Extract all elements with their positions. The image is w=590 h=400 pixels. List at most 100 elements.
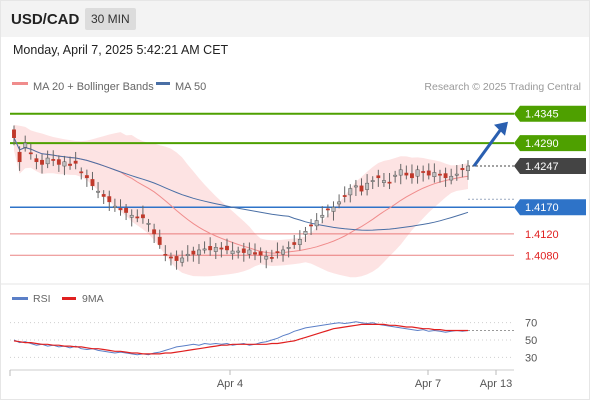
candle-body: [331, 206, 336, 212]
candle-body: [62, 161, 67, 167]
candle-body: [129, 214, 134, 218]
rsi-legend-label: RSI: [33, 293, 51, 305]
candle-body: [303, 230, 308, 235]
candle-body: [387, 181, 392, 184]
rsi-tick-30: 30: [525, 352, 537, 364]
candle-body: [415, 169, 420, 177]
candle-body: [236, 250, 241, 253]
projection-arrow-head: [494, 121, 508, 136]
x-axis: Apr 4 Apr 7 Apr 13: [9, 370, 512, 390]
candle-body: [309, 224, 313, 227]
rsi-tick-50: 50: [525, 335, 537, 347]
rsi-tick-70: 70: [525, 318, 537, 330]
candle-body: [359, 185, 364, 192]
candle-body: [264, 256, 269, 260]
candle-body: [174, 256, 179, 261]
candle-body: [241, 248, 246, 253]
candle-body: [225, 245, 229, 251]
candle-body: [337, 201, 342, 205]
credit-label: Research © 2025 Trading Central: [424, 81, 581, 93]
candle-body: [449, 175, 454, 181]
candle-body: [96, 190, 101, 193]
candle-body: [286, 247, 291, 249]
candle-body: [101, 194, 106, 197]
candle-body: [107, 196, 112, 203]
candle-body: [421, 171, 426, 173]
candle-body: [381, 180, 386, 183]
ma50-legend-swatch: [156, 82, 170, 85]
candle-body: [191, 250, 196, 255]
candle-body: [51, 159, 56, 161]
level-label-1.4290: 1.4290: [525, 138, 559, 150]
candle-body: [163, 253, 168, 256]
candle-body: [90, 179, 95, 187]
candle-body: [118, 208, 123, 211]
level-label-bg-1.4290: [514, 135, 586, 152]
candle-body: [202, 248, 207, 251]
candle-body: [124, 208, 129, 213]
level-label-1.4247: 1.4247: [525, 161, 559, 173]
candle-body: [247, 249, 252, 255]
chart-header: USD/CAD 30 MIN: [1, 1, 589, 37]
ma20-legend-label: MA 20 + Bollinger Bands: [33, 81, 154, 93]
x-tick-label: Apr 4: [217, 378, 243, 390]
projection-arrow-shaft: [472, 126, 504, 167]
level-label-1.4345: 1.4345: [525, 109, 559, 121]
rsi-legend-swatch: [12, 297, 28, 300]
candle-body: [79, 171, 84, 174]
candle-body: [213, 247, 218, 252]
bollinger-band: [14, 124, 468, 278]
candle-body: [398, 169, 403, 176]
candle-body: [454, 173, 459, 176]
candle-body: [135, 216, 140, 219]
candle-body: [230, 250, 235, 255]
level-label-1.4120: 1.4120: [525, 229, 559, 241]
rsi-ma-legend-label: 9MA: [82, 293, 104, 305]
candle-body: [68, 163, 72, 166]
candle-body: [140, 214, 145, 219]
candle-body: [73, 160, 78, 164]
candle-body: [34, 158, 39, 163]
candle-body: [208, 246, 213, 251]
candle-body: [466, 165, 470, 172]
candle-body: [410, 173, 414, 179]
candle-body: [320, 214, 325, 218]
candle-body: [56, 159, 61, 165]
candle-body: [17, 151, 22, 163]
ma50-legend-label: MA 50: [175, 81, 206, 93]
x-tick-label: Apr 7: [415, 378, 441, 390]
candle-body: [443, 173, 448, 179]
candle-body: [353, 185, 358, 188]
rsi-ma-legend-swatch: [62, 297, 76, 300]
level-label-1.4170: 1.4170: [525, 202, 559, 214]
candle-body: [112, 205, 117, 208]
level-label-1.4080: 1.4080: [525, 250, 559, 262]
symbol-title: USD/CAD: [11, 11, 80, 28]
candle-body: [146, 222, 151, 225]
candle-body: [365, 182, 370, 190]
candle-body: [12, 129, 16, 138]
candle-body: [438, 173, 442, 176]
candle-body: [432, 172, 437, 177]
rsi-series-RSI: [13, 321, 469, 356]
candle-body: [348, 188, 353, 196]
candle-body: [297, 239, 302, 245]
candle-body: [404, 172, 409, 176]
candle-body: [460, 168, 465, 171]
level-label-bg-1.4170: [514, 199, 586, 216]
datetime-label: Monday, April 7, 2025 5:42:21 AM CET: [13, 43, 229, 57]
candle-body: [28, 152, 33, 155]
ma50-line: [13, 137, 469, 231]
candle-body: [152, 229, 157, 235]
candle-body: [342, 195, 347, 197]
candle-body: [393, 174, 398, 177]
ma20-legend-swatch: [12, 82, 28, 85]
level-label-bg-1.4345: [514, 105, 586, 122]
candle-body: [325, 208, 330, 211]
candle-body: [269, 257, 274, 259]
timeframe-button[interactable]: 30 MIN: [85, 8, 136, 30]
candle-body: [281, 249, 285, 255]
candle-body: [426, 170, 431, 176]
